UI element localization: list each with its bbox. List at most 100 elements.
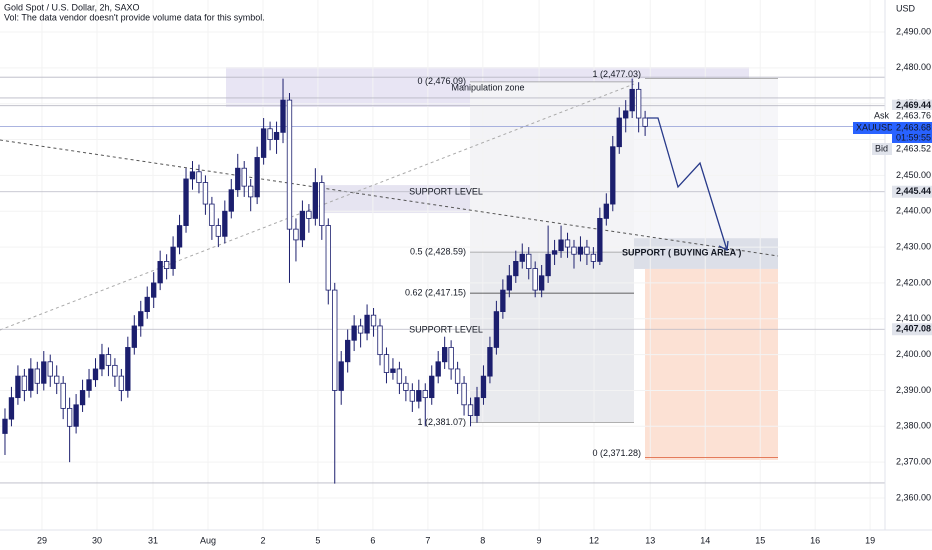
candle-body (345, 339, 351, 363)
candle-body (422, 390, 428, 399)
candle-body (47, 361, 53, 377)
candle-body (390, 368, 396, 373)
candle-body (616, 117, 622, 148)
candle-body (235, 167, 241, 191)
candle-body (325, 225, 331, 291)
ask-name-box (870, 110, 892, 122)
candle-body (254, 157, 260, 198)
bid-name: Bid (875, 143, 888, 153)
x-tick-label: 19 (865, 535, 875, 545)
candle-body (280, 99, 286, 133)
arrow-head (718, 240, 729, 251)
candle-body (131, 325, 137, 348)
candle-body (209, 203, 215, 226)
candle-body (105, 354, 112, 366)
x-tick-label: 16 (810, 535, 820, 545)
candle-body (623, 110, 629, 119)
y-tick-label: 2,440.00 (896, 206, 931, 216)
candle-body (629, 88, 635, 112)
price-tag (892, 185, 932, 198)
candle-body (299, 210, 306, 241)
y-tick-label: 2,370.00 (896, 457, 931, 467)
candle-body (338, 361, 344, 391)
candle-body (435, 361, 441, 377)
candle-body (642, 117, 648, 127)
x-tick-label: 6 (370, 535, 375, 545)
candle-body (28, 368, 34, 391)
fib-label: 0 (2,476.09) (417, 76, 466, 86)
candle-body (319, 182, 325, 226)
candle-body (416, 390, 422, 402)
fib-label: 0.5 (2,428.59) (410, 247, 466, 257)
price-tag-label: 2,445.44 (896, 186, 931, 196)
candle-body (357, 325, 364, 334)
candle-body (286, 99, 293, 230)
candle-body (461, 382, 467, 406)
x-tick-label: 7 (425, 535, 430, 545)
candle-body (312, 182, 319, 219)
bid-name-box (872, 143, 892, 155)
candle-body (15, 375, 21, 399)
candle-body (8, 397, 15, 420)
annotation: SUPPORT LEVEL (409, 324, 483, 334)
candle-body (467, 404, 474, 416)
candle-body (635, 88, 642, 119)
candle-body (196, 171, 202, 183)
x-tick-label: 8 (480, 535, 485, 545)
candle-body (506, 275, 512, 291)
candle-body (41, 361, 47, 384)
ask-box (892, 110, 932, 122)
chart-subtitle: Vol: The data vendor doesn't provide vol… (4, 12, 265, 22)
y-tick-label: 2,420.00 (896, 277, 931, 287)
candle-body (157, 261, 163, 284)
trend-line (0, 139, 779, 257)
candle-body (545, 253, 551, 277)
candle-body (538, 275, 545, 291)
candle-body (66, 407, 73, 427)
candle-body (480, 375, 487, 399)
candle-body (170, 246, 176, 269)
candle-body (138, 311, 144, 327)
candle-body (112, 364, 118, 377)
background-layer (0, 0, 885, 530)
candle-layer (2, 78, 648, 484)
candle-body (474, 397, 480, 416)
candle-body (571, 246, 577, 255)
line-layer: 0 (2,476.09) 0.5 (2,428.59) 0.62 (2,417.15… (0, 69, 885, 484)
candle-body (222, 210, 228, 237)
candle-body (487, 347, 493, 377)
candle-body (306, 210, 312, 219)
x-tick-label: 14 (700, 535, 710, 545)
y-tick-label: 2,410.00 (896, 313, 931, 323)
candle-body (513, 261, 519, 277)
x-tick-label: 30 (92, 535, 102, 545)
candle-body (60, 382, 66, 409)
fib-label: 0 (2,371.28) (592, 448, 641, 458)
candle-body (403, 382, 409, 391)
candle-body (228, 189, 234, 212)
candle-body (590, 253, 597, 262)
candle-body (597, 217, 603, 262)
candle-body (377, 325, 383, 356)
candle-body (176, 225, 183, 248)
ask-name: Ask (874, 110, 890, 120)
candle-body (202, 182, 209, 205)
last-box (892, 122, 932, 144)
candle-body (603, 203, 609, 219)
candle-body (532, 268, 538, 291)
price-tag (892, 323, 932, 336)
x-tick-label: 29 (37, 535, 47, 545)
y-tick-label: 2,450.00 (896, 170, 931, 180)
candle-body (383, 354, 390, 373)
candle-body (267, 128, 273, 140)
candle-body (454, 368, 461, 384)
fib-label: 1 (2,381.07) (417, 417, 466, 427)
ask-price: 2,463.76 (896, 110, 931, 120)
fib-label: 1 (2,477.03) (592, 69, 641, 79)
zone (645, 268, 778, 461)
candle-body (564, 239, 571, 248)
candle-body (151, 282, 157, 298)
candle-body (92, 368, 99, 381)
candle-body (442, 347, 448, 363)
